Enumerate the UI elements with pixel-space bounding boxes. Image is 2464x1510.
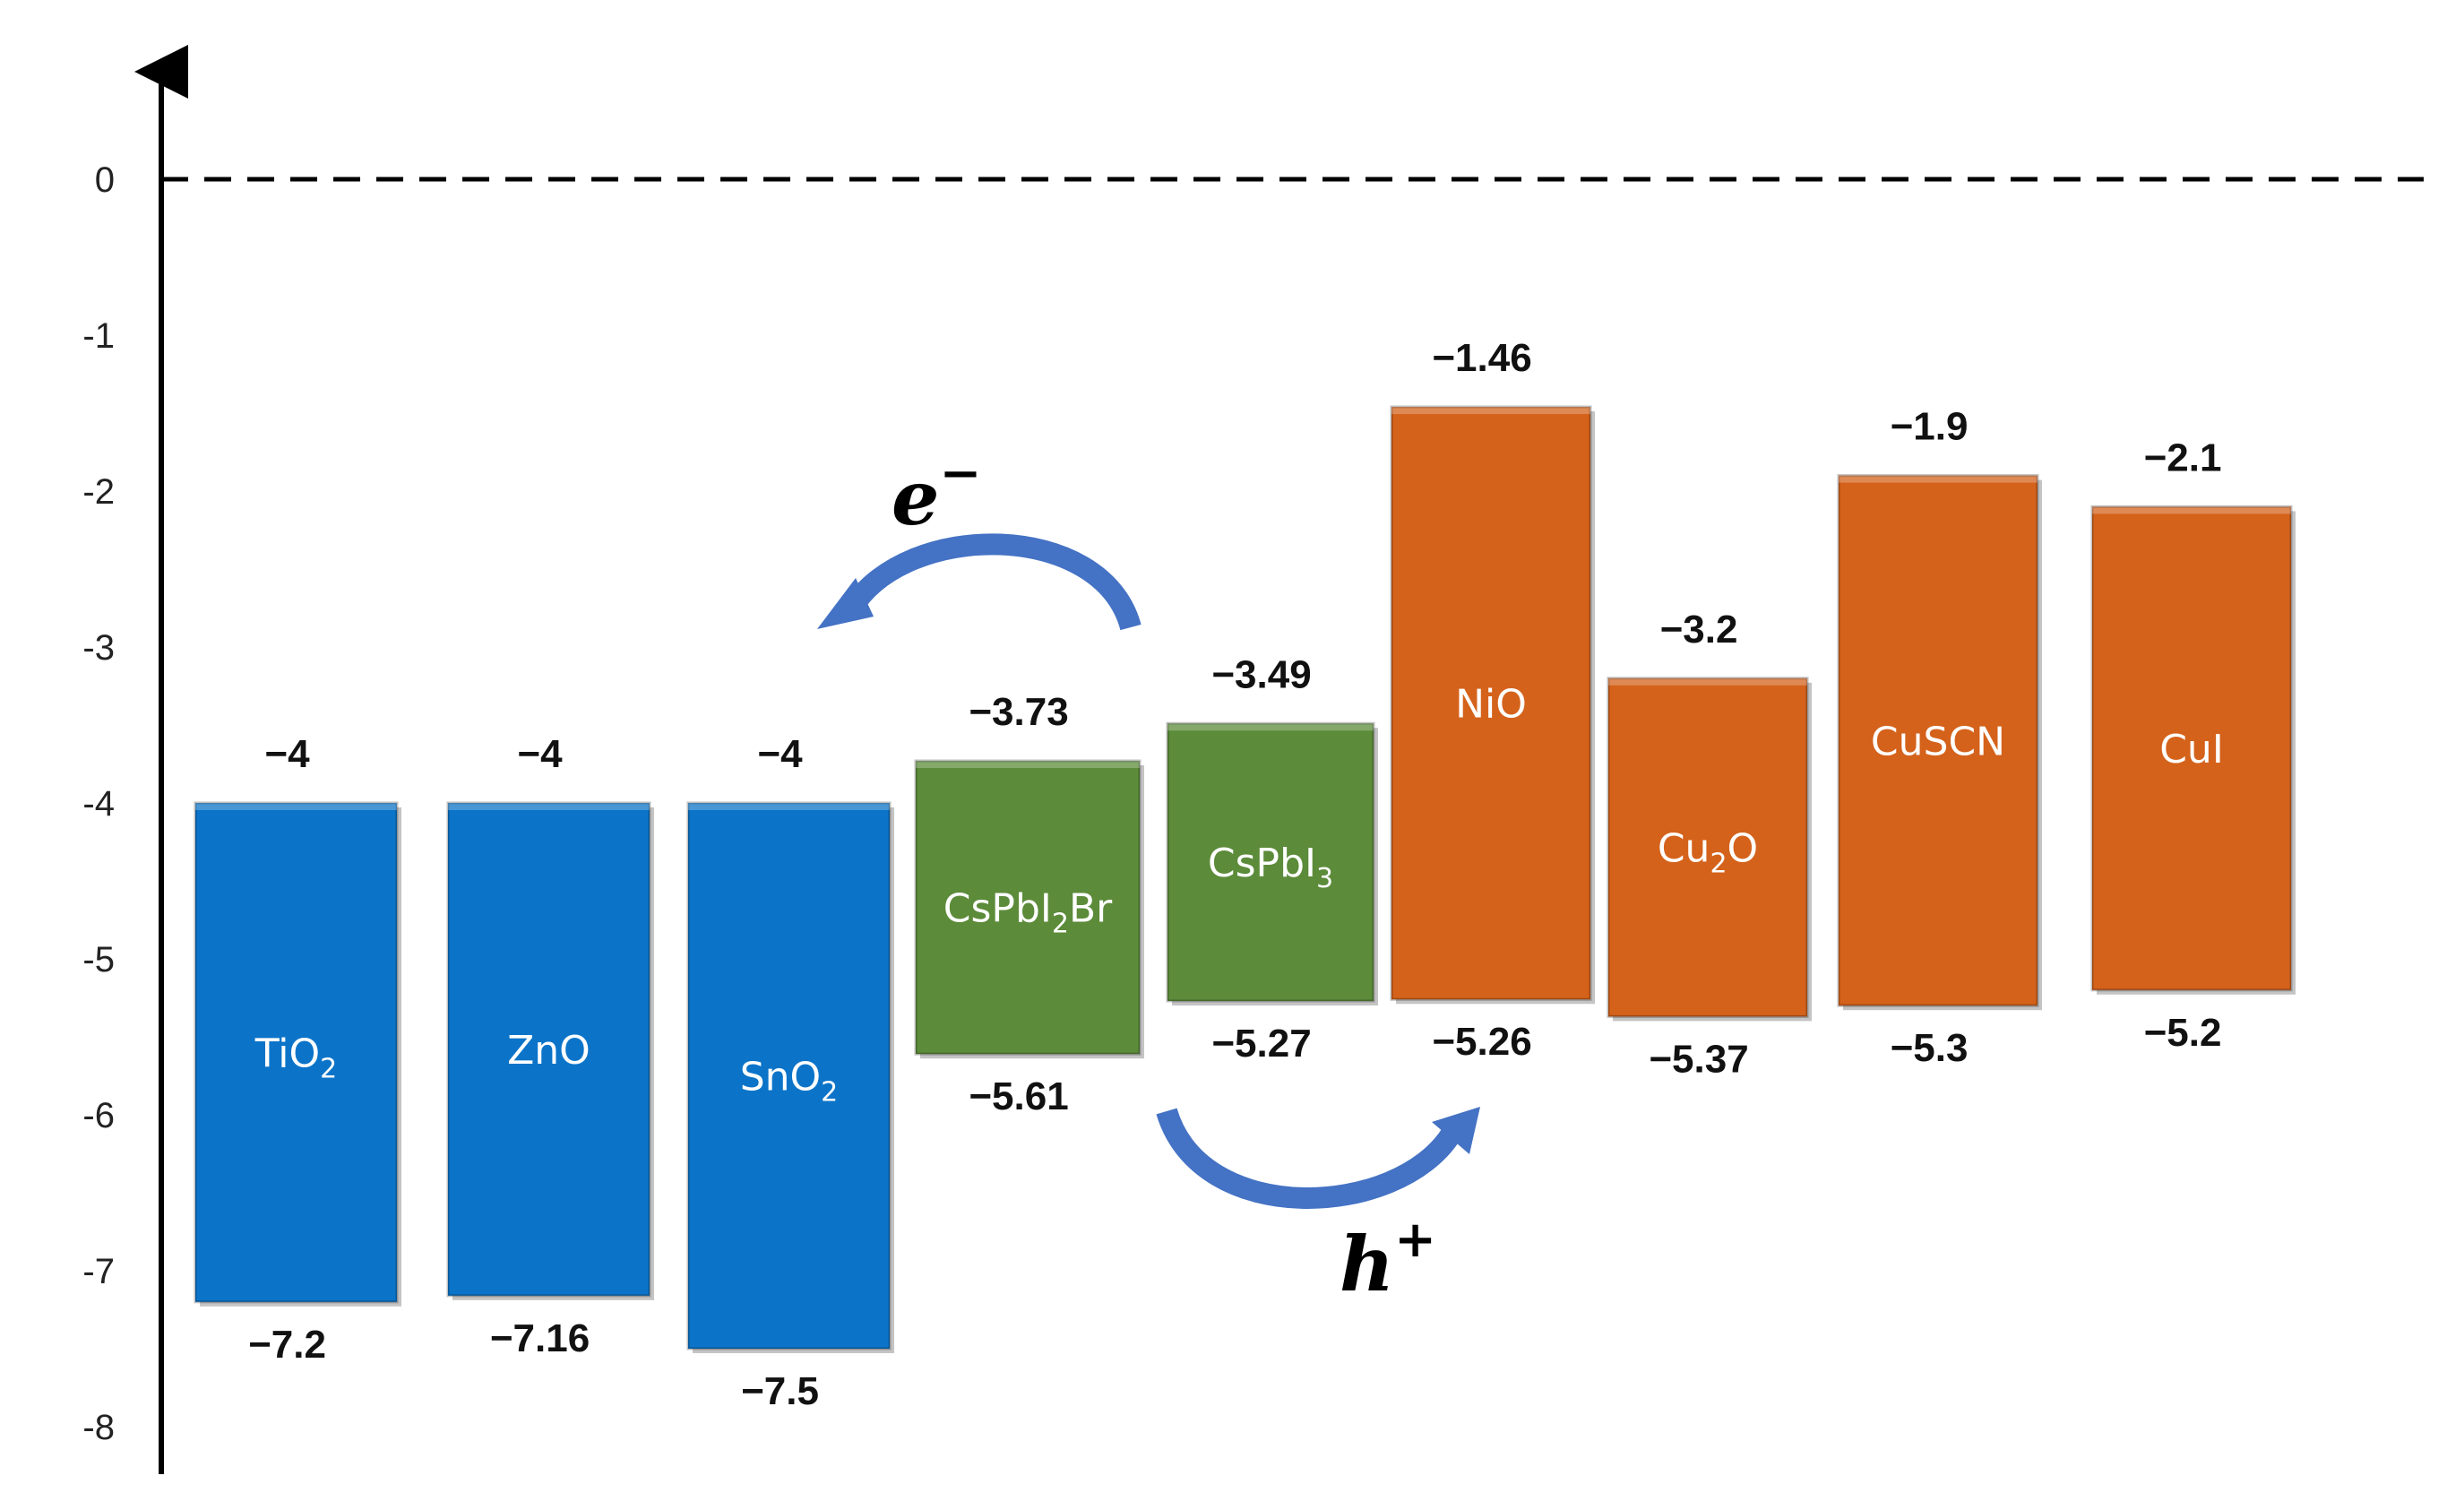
bar-name-main: NiO (1455, 682, 1527, 728)
top-value-label: −3.73 (969, 690, 1068, 734)
electron-label: e− (892, 444, 981, 542)
bar-name-subscript: 2 (821, 1077, 838, 1109)
bar-highlight (195, 803, 397, 810)
bottom-value-label: −7.16 (490, 1316, 590, 1360)
bar-rect (1390, 405, 1592, 1001)
bar-name-main: CuI (2159, 727, 2224, 772)
electron-charge: − (939, 444, 981, 503)
bar-name-subscript: 3 (1316, 863, 1333, 894)
carrier-annotation-layer: e− h+ (817, 444, 1480, 1308)
bar-rect (2090, 505, 2293, 992)
bar-name-label: Cu2O (1658, 826, 1758, 880)
top-value-label: −4 (264, 732, 310, 776)
bar-name-label: CsPbI3 (1208, 841, 1333, 894)
band-bar-0: TiO2 (194, 801, 401, 1307)
top-value-label: −3.2 (1660, 608, 1738, 651)
bar-highlight (2092, 506, 2291, 514)
bottom-value-label: −5.26 (1432, 1020, 1531, 1064)
bar-name-label: CsPbI2Br (943, 886, 1113, 940)
y-tick-label: -2 (82, 472, 115, 512)
bar-highlight (688, 803, 890, 810)
bar-name-label: ZnO (507, 1028, 590, 1074)
bar-highlight (916, 761, 1140, 769)
band-bar-6: Cu2O (1607, 677, 1812, 1022)
top-value-label: −4 (757, 732, 803, 776)
bar-name-main: CsPbI (1208, 841, 1316, 886)
band-bar-7: CuSCN (1837, 474, 2042, 1011)
hole-charge: + (1394, 1210, 1436, 1269)
band-bar-4: CsPbI3 (1166, 721, 1378, 1005)
top-value-label: −3.49 (1211, 652, 1311, 696)
top-value-label: −4 (517, 732, 563, 776)
bar-name-subscript: 2 (320, 1053, 337, 1084)
band-bar-1: ZnO (446, 801, 654, 1300)
bar-name-main: CuSCN (1871, 719, 2005, 764)
bar-name-main: Cu (1658, 826, 1710, 872)
bar-name-label: NiO (1455, 682, 1527, 728)
electron-transfer-arrow (841, 533, 1142, 631)
bar-name-suffix: O (1727, 826, 1759, 872)
y-tick-label: -6 (82, 1096, 115, 1135)
bar-name-label: TiO2 (254, 1031, 337, 1084)
bottom-value-label: −5.61 (969, 1074, 1068, 1118)
y-tick-label: -8 (82, 1408, 115, 1447)
top-value-label: −1.9 (1891, 405, 1969, 449)
electron-symbol: e (892, 453, 939, 542)
bar-rect (686, 801, 892, 1350)
bar-highlight (1839, 475, 2038, 483)
hole-arrowhead (1432, 1107, 1480, 1154)
axis-layer: 0 -1 -2 -3 -4 -5 -6 -7 -8 (82, 45, 2424, 1474)
band-bar-5: NiO (1390, 405, 1595, 1005)
y-tick-label: 0 (95, 160, 115, 200)
bar-rect (446, 801, 651, 1298)
band-bar-2: SnO2 (686, 801, 894, 1353)
electron-arrowhead (817, 578, 874, 629)
top-value-label: −1.46 (1432, 336, 1531, 380)
bar-name-main: TiO (254, 1031, 320, 1076)
y-tick-label: -7 (82, 1252, 115, 1291)
top-value-label: −2.1 (2144, 436, 2222, 479)
hole-label: h+ (1340, 1210, 1436, 1308)
bottom-value-label: −5.37 (1649, 1037, 1748, 1081)
bottom-value-label: −5.2 (2144, 1011, 2222, 1055)
bar-name-label: CuSCN (1871, 719, 2005, 764)
bar-name-main: ZnO (507, 1028, 590, 1074)
bar-name-suffix: Br (1069, 886, 1113, 932)
hole-symbol: h (1340, 1220, 1394, 1308)
y-tick-label: -3 (82, 628, 115, 668)
y-tick-label: -1 (82, 316, 115, 356)
bar-rect (194, 801, 399, 1304)
bottom-value-label: −7.2 (248, 1323, 326, 1367)
bottom-value-label: −5.27 (1211, 1022, 1311, 1066)
bar-name-main: SnO (740, 1055, 821, 1100)
bottom-value-label: −7.5 (741, 1369, 819, 1413)
y-tick-label: -4 (82, 784, 115, 824)
bar-highlight (1391, 407, 1590, 415)
hole-transfer-arrow (1156, 1108, 1461, 1209)
y-tick-label: -5 (82, 940, 115, 979)
bar-name-subscript: 2 (1710, 849, 1727, 880)
bar-name-subscript: 2 (1052, 909, 1069, 940)
bar-highlight (1167, 723, 1374, 731)
bar-name-label: SnO2 (740, 1055, 839, 1109)
bottom-value-label: −5.3 (1891, 1026, 1969, 1070)
bar-rect (1166, 721, 1375, 1003)
bar-rect (1837, 474, 2039, 1007)
bar-name-label: CuI (2159, 727, 2224, 772)
bar-name-main: CsPbI (943, 886, 1052, 932)
value-label-layer: −4 −7.2 −4 −7.16 −4 −7.5 −3.73 −5.61 −3.49 −5.27 −… (248, 336, 2221, 1413)
bar-rect (1607, 677, 1809, 1018)
bar-highlight (448, 803, 650, 810)
bar-rect (914, 759, 1142, 1056)
band-bar-3: CsPbI2Br (914, 759, 1144, 1059)
band-bar-8: CuI (2090, 505, 2296, 995)
bar-highlight (1608, 677, 1807, 686)
